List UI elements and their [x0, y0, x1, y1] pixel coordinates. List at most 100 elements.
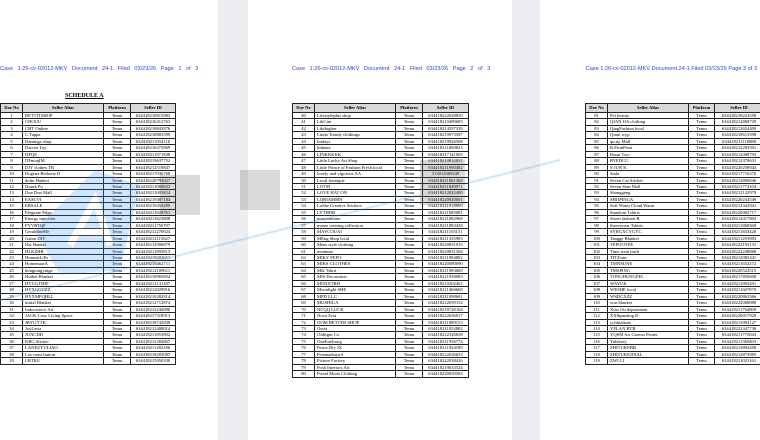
table-row: 101 TEPOOTEE Temu 634418222193131 — [585, 241, 760, 249]
seller-id-cell: 634418211775043 — [714, 331, 760, 339]
seller-id-cell: 634418211990482 — [422, 163, 469, 172]
table-row: 47 Little Lucky Art Shop Temu 6344182198328… — [292, 157, 469, 165]
seller-id-cell: 634418220920001 — [422, 195, 469, 204]
column-header-platform: Platform — [688, 103, 715, 113]
seller-id-cell: 634418212384867 — [130, 337, 176, 346]
seller-alias-cell: LBTKU — [22, 357, 104, 365]
page-3: Case 1:26-cv-02012-MKV Document 24-1 Fil… — [540, 0, 760, 440]
seller-id-cell: 634418212122979 — [714, 189, 760, 197]
seller-id-cell: 634418222636653 — [422, 350, 469, 359]
seller-id-cell: 634418211607879 — [714, 286, 760, 294]
seller-id-cell: 634418222039152 — [422, 299, 469, 307]
seller-id-cell: 634418212270624 — [130, 228, 176, 236]
table-row: 50 Local boutique Temu 634418211861368 — [292, 176, 469, 185]
table-row: 46 LINKKKKK Temu 634418217141005 — [292, 150, 469, 159]
seller-id-cell: 634418212131187 — [130, 279, 176, 288]
seller-id-cell: 634418211984892 — [422, 253, 469, 262]
table-row: 88 RVEDCG Temu 634418212378631 — [585, 157, 760, 165]
seller-id-cell: 634418218803599 — [130, 131, 176, 139]
seller-id-cell: 634418213094127 — [714, 318, 760, 326]
seller-id-cell: 634418212083441 — [714, 253, 760, 262]
seller-id-cell: 634418212378631 — [714, 157, 760, 165]
seller-id-cell: 634418212712874 — [130, 299, 176, 307]
seller-id-cell: 634418211685081 — [422, 208, 469, 217]
seller-id-cell: 634418219637752 — [130, 157, 176, 165]
case-header: Case 1:26-cv-02012-MKV Document 24-1 Fil… — [292, 66, 491, 72]
seller-id-cell: 634418222347736 — [714, 324, 760, 333]
seller-id-cell: 634418220831304 — [422, 247, 469, 256]
table-row: 28 HYXGGGZZ Temu 634418212029816 — [0, 286, 176, 294]
table-row: 19 GeraldineMe Temu 634418212270624 — [0, 228, 176, 236]
table-row: 93 Shanggeng Temu 634418212122979 — [585, 189, 760, 197]
table-row: 35 JUNCDD Temu 634418211853902 — [0, 331, 176, 339]
table-row: 1 BETTITSHOP Temu 634418218813983 — [0, 111, 176, 120]
table-row: 84 Qinni wyp Temu 634418218613598 — [585, 131, 760, 139]
seller-id-cell: 634418212109611 — [130, 266, 176, 275]
seller-id-cell: 634418211853902 — [130, 331, 176, 339]
table-row: 90 Sadu Temu 634418217716376 — [585, 170, 760, 178]
table-row: 23 HomeatLiFe Temu 634418218203011 — [0, 253, 176, 262]
seller-id-cell: 634418211293983 — [714, 234, 760, 243]
seller-id-cell: 634418212906879 — [130, 241, 176, 249]
seller-id-cell: 634418218203087 — [130, 350, 176, 359]
column-header-doe-number: Doe No — [585, 103, 608, 113]
seller-id-cell: 634418222028859 — [422, 111, 469, 120]
table-row: 14 EASCVI Temu 634418219487184 — [0, 195, 176, 204]
seller-id-cell: 634418217318913 — [130, 312, 176, 320]
seller-alias-cell: ZWLLI — [607, 357, 689, 365]
case-header: Case 1:26-cv-02012-MKV Document 24-1 Fil… — [0, 66, 199, 72]
seller-id-cell: 634418222068888 — [714, 299, 760, 307]
seller-id-cell: 634418212408014 — [130, 324, 176, 333]
seller-id-cell: 634418215950330 — [130, 357, 176, 365]
seller-id-cell: 634418211003654 — [130, 189, 176, 197]
table-row: 76 Peace Diy JX Temu 634418211934189 — [292, 344, 469, 352]
table-row: 7 DFQE Temu 634418211971948 — [0, 150, 176, 159]
table-row: 2 CHOUU Temu 634418216412763 — [0, 118, 176, 126]
table-row: 43 Linda Trendy clothings Temu 634418219973… — [292, 131, 469, 139]
seller-id-cell: 634418218224558 — [714, 111, 760, 120]
table-row: 106 TONGHUNGFEI Temu 634418217850600 — [585, 273, 760, 281]
table-row: 17 Energy injection Temu 634418211823888 — [0, 215, 176, 223]
table-row: 51 LOTM Temu 634418211849971 — [292, 182, 469, 191]
seller-id-cell: 634418219487184 — [130, 195, 176, 204]
seller-id-cell: 634418212029816 — [130, 286, 176, 294]
page-gap — [512, 0, 540, 440]
table-row: 83 QingFashion local Temu 634418212654409 — [585, 124, 760, 133]
page-2: Case 1:26-cv-02012-MKV Document 24-1 Fil… — [248, 0, 512, 440]
table-row: 109 WSDCXZZ Temu 634418220863566 — [585, 292, 760, 301]
doe-number-cell: 39 — [0, 357, 23, 365]
table-row: 91 Seven Cat Sticker Temu 634418212890646 — [585, 176, 760, 185]
seller-id-cell: 634418217036768 — [130, 170, 176, 178]
table-row: 114 YFLAN BTB Temu 634418222347736 — [585, 324, 760, 333]
seller-id-cell: 634418219973587 — [422, 131, 469, 139]
table-row: 85 qu.ny Mall Temu 634418211118888 — [585, 137, 760, 146]
seller-id-cell: 634418211971948 — [130, 150, 176, 159]
table-row: 30 initial Blanket Temu 634418212712874 — [0, 299, 176, 307]
seller-id-cell: 634418222038426 — [422, 357, 469, 365]
seller-id-cell: 634418220082717 — [714, 208, 760, 217]
seller-id-cell: 634418218720164 — [422, 305, 469, 314]
seller-id-cell: 634418211774104 — [714, 182, 760, 191]
seller-id-cell: 634418211118888 — [714, 137, 760, 146]
table-row: 41 LikCim Temu 634418219489683 — [292, 118, 469, 126]
table-row: 4 C.Tappa Temu 634418218803599 — [0, 131, 176, 139]
table-row: 11 dolin Hanket Temu 634418220793027 — [0, 176, 176, 185]
seller-table: Doe No Seller Alias Platform Seller ID 40 Lif… — [292, 103, 469, 378]
seller-id-cell: 634418217716376 — [714, 170, 760, 178]
table-row: 16 Elegante Edge Temu 634418211828761 — [0, 208, 176, 217]
seller-alias-cell: Proud Mona Clothing — [314, 370, 396, 378]
seller-id-cell: 634418220839584 — [422, 370, 469, 378]
seller-id-cell: 634418219832837 — [422, 157, 469, 165]
seller-id-cell: 634418217141005 — [422, 150, 469, 159]
seller-id-cell: 634418211934189 — [422, 344, 469, 352]
table-row: 3 CHT Online Temu 634418218843876 — [0, 124, 176, 133]
seller-id-cell: 634418211466668 — [422, 286, 469, 294]
column-header-seller-id: Seller ID — [130, 103, 176, 113]
seller-id-cell: 634418212890646 — [714, 176, 760, 185]
seller-id-cell: 634418212008793 — [714, 150, 760, 159]
table-row: 97 Street fashion B Temu 634418212017803 — [585, 215, 760, 223]
seller-table: Doe No Seller Alias Platform Seller ID 1 BETT… — [0, 103, 176, 365]
table-header-row: Doe No Seller Alias Platform Seller ID — [0, 103, 176, 113]
case-header: Case 1:26-cv-02012-MKV Document 24-1 Fil… — [585, 66, 757, 72]
seller-id-cell: 634418211823888 — [130, 215, 176, 223]
